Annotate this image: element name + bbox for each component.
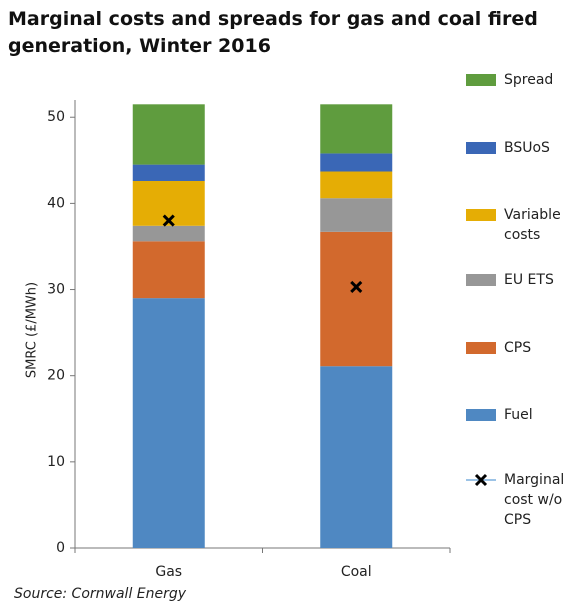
legend-label: Variable costs: [504, 207, 561, 243]
y-tick-label: 10: [47, 454, 65, 470]
bar-segment: [320, 153, 393, 172]
legend-label: Fuel: [504, 407, 533, 423]
bar-segment: [132, 298, 205, 548]
y-tick-label: 40: [47, 195, 65, 211]
bar-segment: [132, 104, 205, 165]
legend-label: Marginal cost w/o CPS: [504, 472, 565, 528]
y-tick-label: 20: [47, 368, 65, 384]
marker: [350, 280, 363, 294]
legend-label: Spread: [504, 72, 554, 88]
chart-title: Marginal costs and spreads for gas and c…: [8, 8, 538, 57]
legend-label: CPS: [504, 340, 532, 356]
bar-segment: [320, 366, 393, 548]
legend-swatch: [466, 74, 496, 86]
y-tick-label: 50: [47, 109, 65, 125]
legend-label: BSUoS: [504, 140, 550, 156]
legend-swatch: [466, 409, 496, 421]
bar-segment: [320, 104, 393, 154]
legend-swatch: [466, 274, 496, 286]
bar-segment: [132, 225, 205, 242]
bar-segment: [320, 198, 393, 232]
legend-label: EU ETS: [504, 272, 554, 288]
legend-swatch: [466, 142, 496, 154]
marker: [162, 214, 175, 227]
y-tick-label: 30: [47, 282, 65, 298]
y-tick-label: 0: [56, 540, 65, 556]
source: Source: Cornwall Energy: [14, 586, 187, 602]
legend-marker: [474, 473, 488, 487]
bar-segment: [320, 171, 393, 199]
legend-swatch: [466, 209, 496, 221]
x-tick-label: Gas: [155, 564, 182, 580]
bar-segment: [132, 164, 205, 181]
bar-segment: [132, 241, 205, 299]
bar-segment: [132, 180, 205, 226]
legend-swatch: [466, 342, 496, 354]
bar-segment: [320, 231, 393, 367]
y-axis-label: SMRC (£/MWh): [25, 282, 40, 378]
x-tick-label: Coal: [341, 564, 372, 580]
